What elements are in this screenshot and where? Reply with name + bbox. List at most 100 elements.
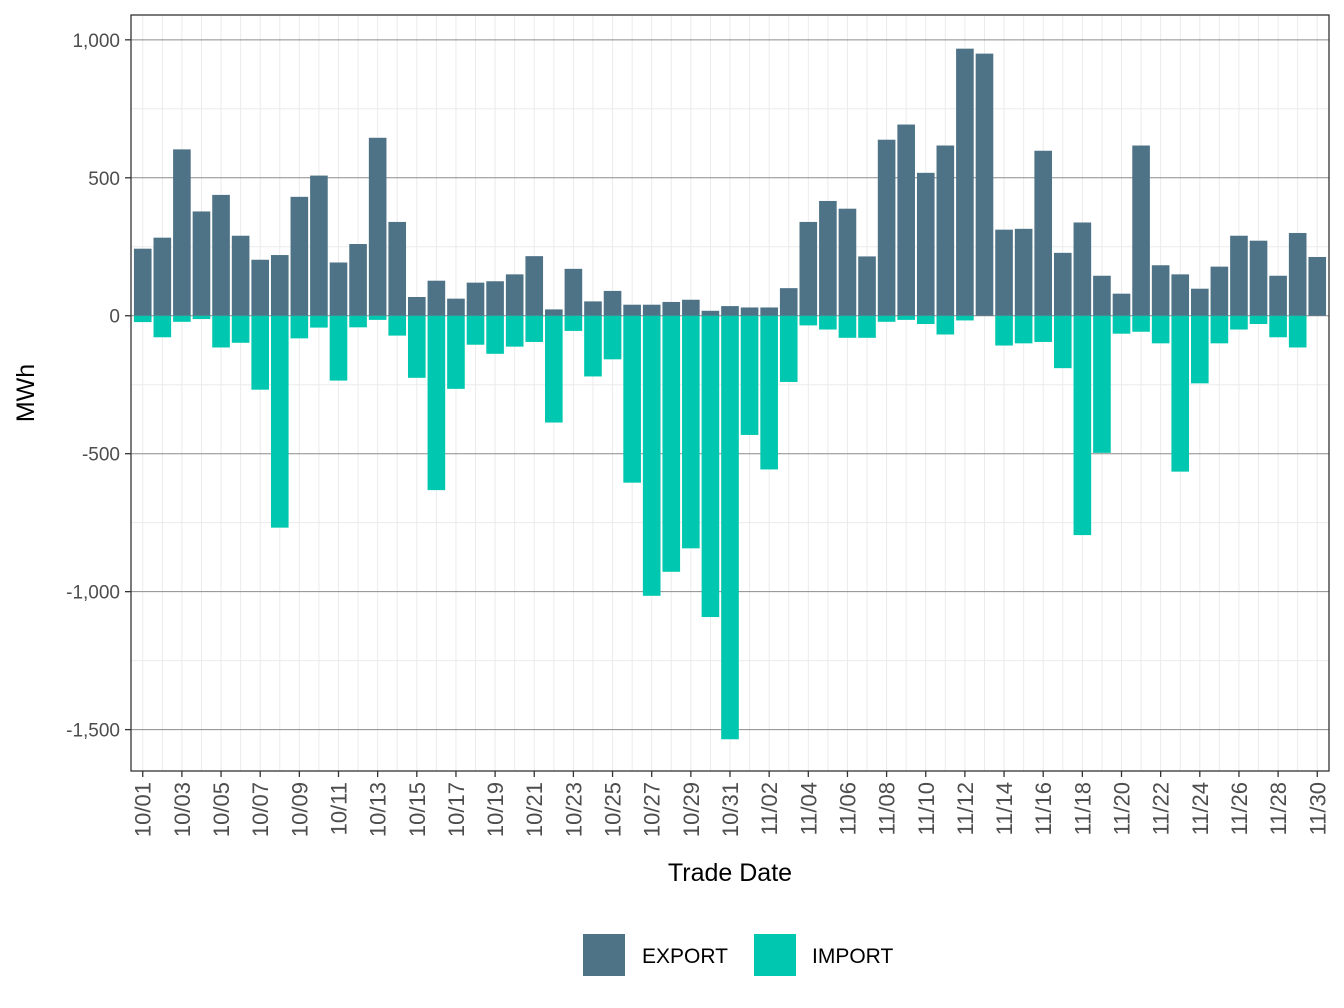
export-bar-11-17 bbox=[1053, 252, 1072, 316]
x-tick-label: 10/13 bbox=[366, 782, 391, 837]
import-bar-10-06 bbox=[231, 315, 250, 343]
x-axis: 10/01 10/03 10/05 10/07 10/09 10/11 10/13 10/15… bbox=[131, 771, 1330, 837]
export-legend-key bbox=[583, 934, 625, 976]
import-bar-10-11 bbox=[329, 315, 348, 381]
export-bar-10-06 bbox=[231, 235, 250, 316]
x-tick-label: 10/05 bbox=[209, 782, 234, 837]
import-bar-10-14 bbox=[388, 315, 407, 336]
y-axis-title: MWh bbox=[12, 364, 40, 422]
export-bar-10-28 bbox=[662, 301, 681, 316]
export-bar-10-29 bbox=[682, 299, 700, 316]
export-bar-11-24 bbox=[1190, 288, 1209, 316]
import-bar-11-08 bbox=[877, 315, 896, 322]
x-tick-label: 11/12 bbox=[953, 782, 978, 835]
export-bar-10-13 bbox=[368, 137, 387, 316]
export-bar-11-01 bbox=[740, 307, 759, 316]
export-bar-10-04 bbox=[192, 211, 211, 316]
x-tick-label: 11/02 bbox=[757, 782, 782, 835]
x-tick-label: 11/26 bbox=[1227, 782, 1252, 835]
export-bar-11-12 bbox=[956, 48, 974, 316]
import-bar-11-19 bbox=[1093, 315, 1111, 453]
export-bar-10-18 bbox=[466, 282, 485, 316]
x-tick-label: 10/11 bbox=[326, 782, 351, 835]
x-tick-label: 10/29 bbox=[679, 782, 704, 837]
import-bar-11-20 bbox=[1112, 315, 1131, 334]
x-tick-label: 11/14 bbox=[992, 782, 1017, 835]
export-bar-10-17 bbox=[447, 298, 465, 316]
import-bar-11-21 bbox=[1132, 315, 1150, 332]
y-tick-label: 0 bbox=[109, 307, 120, 328]
x-tick-label: 10/03 bbox=[170, 782, 195, 837]
import-bar-11-17 bbox=[1053, 315, 1072, 369]
export-bar-10-05 bbox=[212, 194, 230, 316]
import-bar-11-18 bbox=[1073, 315, 1092, 536]
export-bar-10-10 bbox=[310, 175, 328, 316]
export-bar-10-16 bbox=[427, 280, 446, 316]
import-bar-11-22 bbox=[1151, 315, 1170, 344]
import-bar-11-10 bbox=[916, 315, 935, 325]
import-bar-10-27 bbox=[642, 315, 661, 596]
import-legend-key bbox=[754, 934, 796, 976]
export-bar-11-08 bbox=[877, 139, 896, 316]
y-tick-label: -1,000 bbox=[66, 583, 120, 604]
x-tick-label: 11/04 bbox=[796, 782, 821, 835]
import-bar-11-27 bbox=[1249, 315, 1268, 325]
export-bar-10-25 bbox=[603, 290, 622, 316]
export-bar-11-19 bbox=[1093, 275, 1111, 316]
import-bar-10-01 bbox=[133, 315, 152, 323]
import-bar-10-31 bbox=[721, 315, 739, 740]
export-bar-11-09 bbox=[897, 124, 915, 316]
x-tick-label: 11/06 bbox=[835, 782, 860, 835]
export-bar-10-26 bbox=[623, 304, 641, 316]
x-tick-label: 11/22 bbox=[1149, 782, 1174, 835]
import-bar-11-02 bbox=[760, 315, 778, 470]
import-bar-10-17 bbox=[447, 315, 465, 389]
export-bar-11-06 bbox=[838, 208, 857, 316]
export-legend-label: EXPORT bbox=[642, 945, 728, 968]
import-bar-11-23 bbox=[1171, 315, 1190, 472]
export-bar-11-22 bbox=[1151, 265, 1170, 316]
import-bar-10-05 bbox=[212, 315, 230, 348]
export-bar-11-15 bbox=[1014, 228, 1033, 316]
import-bar-11-12 bbox=[956, 315, 974, 321]
x-tick-label: 11/24 bbox=[1188, 782, 1213, 835]
export-bar-11-03 bbox=[779, 288, 798, 316]
export-bar-11-30 bbox=[1308, 256, 1327, 316]
export-bar-11-04 bbox=[799, 221, 818, 316]
x-tick-label: 10/09 bbox=[287, 782, 312, 837]
export-bar-10-30 bbox=[701, 310, 720, 316]
x-tick-label: 11/08 bbox=[875, 782, 900, 835]
import-bar-11-15 bbox=[1014, 315, 1033, 344]
export-bar-11-10 bbox=[916, 172, 935, 316]
export-bar-10-12 bbox=[349, 244, 367, 316]
import-bar-10-25 bbox=[603, 315, 622, 360]
export-bar-11-20 bbox=[1112, 293, 1131, 316]
import-bar-10-03 bbox=[173, 315, 191, 322]
import-bar-11-24 bbox=[1190, 315, 1209, 384]
import-bar-10-12 bbox=[349, 315, 367, 328]
x-tick-label: 10/15 bbox=[405, 782, 430, 837]
export-bar-10-08 bbox=[270, 255, 289, 316]
import-bar-10-04 bbox=[192, 315, 211, 320]
export-bar-10-20 bbox=[505, 274, 524, 316]
import-bar-10-23 bbox=[564, 315, 583, 331]
import-bar-11-11 bbox=[936, 315, 955, 335]
y-tick-label: 1,000 bbox=[72, 31, 120, 52]
x-tick-label: 10/17 bbox=[444, 782, 469, 837]
x-tick-label: 10/19 bbox=[483, 782, 508, 837]
import-bar-11-28 bbox=[1269, 315, 1287, 338]
x-tick-label: 10/01 bbox=[131, 782, 156, 837]
export-bar-11-27 bbox=[1249, 240, 1268, 316]
y-tick-label: -1,500 bbox=[66, 721, 120, 742]
import-bar-10-13 bbox=[368, 315, 387, 320]
import-bar-10-29 bbox=[682, 315, 700, 549]
import-legend-label: IMPORT bbox=[812, 945, 893, 968]
import-bar-11-16 bbox=[1034, 315, 1053, 342]
export-bar-10-11 bbox=[329, 262, 348, 316]
export-bar-10-31 bbox=[721, 306, 739, 316]
export-bar-11-28 bbox=[1269, 275, 1287, 316]
import-bar-11-01 bbox=[740, 315, 759, 435]
import-bar-10-26 bbox=[623, 315, 641, 483]
export-bar-11-07 bbox=[858, 256, 876, 316]
import-bar-11-26 bbox=[1230, 315, 1248, 330]
